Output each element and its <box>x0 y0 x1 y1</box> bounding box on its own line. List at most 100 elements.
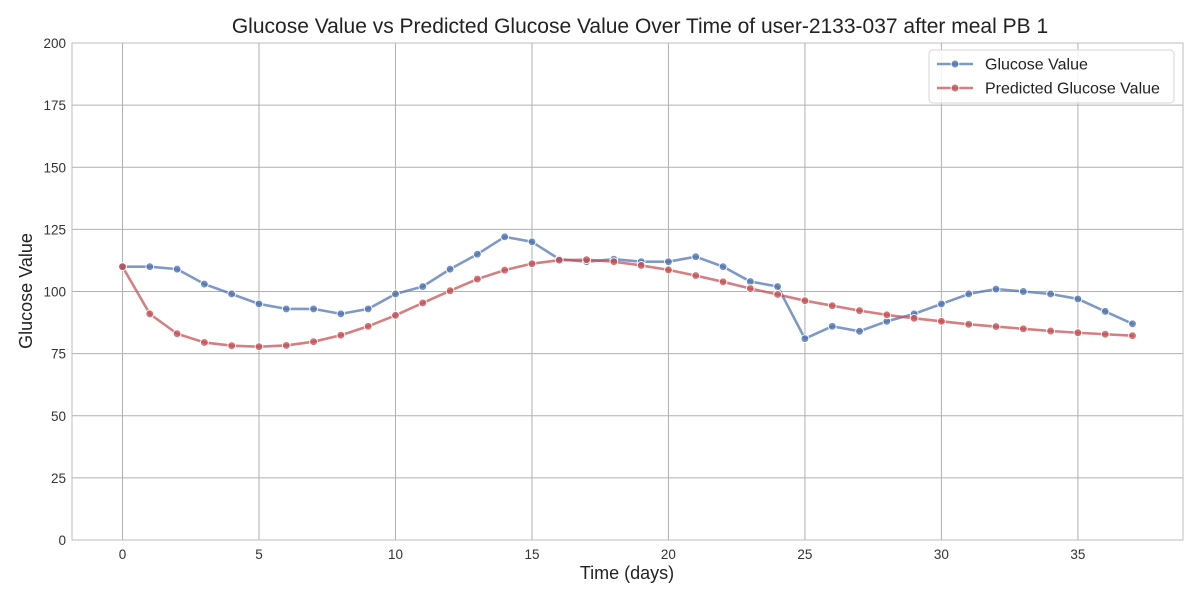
x-tick-labels: 0 5 10 15 20 25 30 35 <box>119 547 1086 562</box>
x-tick-label: 30 <box>934 547 949 562</box>
data-point <box>991 284 1001 294</box>
data-point <box>1100 307 1110 316</box>
data-point <box>145 309 155 319</box>
legend-label: Predicted Glucose Value <box>985 81 1160 98</box>
series-predicted-glucose-value <box>118 255 1137 352</box>
y-tick-label: 200 <box>43 36 66 51</box>
y-tick-label: 125 <box>43 222 66 237</box>
y-tick-label: 25 <box>51 471 66 486</box>
data-point <box>718 262 728 272</box>
data-point <box>172 329 182 339</box>
data-point <box>309 337 318 347</box>
series-line <box>121 258 1134 348</box>
legend-marker <box>950 59 960 69</box>
x-tick-label: 20 <box>661 547 676 562</box>
data-point <box>473 274 482 284</box>
data-point <box>1073 294 1083 304</box>
data-point <box>418 298 428 308</box>
data-point <box>172 264 182 274</box>
y-tick-label: 50 <box>51 409 66 424</box>
data-point <box>1046 289 1055 299</box>
y-tick-label: 175 <box>43 98 66 113</box>
data-point <box>609 257 619 267</box>
data-point <box>1100 329 1110 339</box>
data-point <box>391 311 400 320</box>
data-point <box>309 304 318 314</box>
data-point <box>937 299 946 309</box>
data-point <box>118 262 127 272</box>
data-point <box>445 264 455 274</box>
data-point <box>200 338 209 347</box>
data-point <box>500 265 510 275</box>
data-point <box>800 334 810 344</box>
data-point <box>391 289 400 299</box>
x-tick-label: 10 <box>388 547 403 562</box>
data-point <box>281 304 291 314</box>
data-point <box>473 249 482 259</box>
data-point <box>281 341 291 350</box>
data-point <box>254 342 264 352</box>
y-tick-label: 100 <box>43 285 66 300</box>
data-point <box>827 301 837 311</box>
data-point <box>336 309 346 319</box>
data-point <box>745 284 755 293</box>
data-point <box>363 304 373 314</box>
data-point <box>718 277 728 287</box>
data-point <box>636 261 646 270</box>
legend-box <box>928 49 1175 104</box>
data-point <box>991 322 1001 331</box>
x-tick-label: 15 <box>524 547 539 562</box>
legend: Glucose Value Predicted Glucose Value <box>928 49 1175 104</box>
data-point <box>418 282 428 291</box>
legend-label: Glucose Value <box>985 57 1088 74</box>
data-point <box>200 279 209 289</box>
data-point <box>664 257 673 267</box>
y-axis-label: Glucose Value <box>16 233 36 349</box>
legend-marker <box>950 83 960 93</box>
y-tick-labels: 0 25 50 75 100 125 150 175 200 <box>43 36 66 548</box>
data-point <box>1128 319 1137 329</box>
y-tick-label: 150 <box>43 160 66 175</box>
data-point <box>855 306 864 315</box>
data-point <box>254 299 264 309</box>
y-tick-label: 75 <box>51 347 66 362</box>
data-point <box>336 330 346 340</box>
data-point <box>691 271 701 280</box>
data-point <box>527 259 537 269</box>
data-point <box>1073 328 1083 338</box>
data-point <box>664 265 673 275</box>
data-point <box>1046 326 1055 336</box>
data-point <box>227 341 237 351</box>
x-axis-label: Time (days) <box>580 563 674 583</box>
data-point <box>145 262 155 272</box>
data-point <box>964 319 974 329</box>
series-line <box>121 235 1134 341</box>
data-point <box>1128 331 1137 341</box>
data-point <box>1018 324 1028 334</box>
data-point <box>855 326 864 336</box>
x-tick-label: 25 <box>797 547 812 562</box>
data-point <box>800 296 810 306</box>
data-point <box>445 286 455 296</box>
x-tick-label: 0 <box>119 547 127 562</box>
data-point <box>1018 287 1028 296</box>
data-point <box>227 289 237 299</box>
data-point <box>554 255 564 265</box>
data-point <box>527 237 537 247</box>
data-point <box>773 290 782 299</box>
data-point <box>363 321 373 331</box>
chart-title: Glucose Value vs Predicted Glucose Value… <box>232 15 1048 38</box>
plot-frame <box>71 42 1184 541</box>
data-point <box>909 313 919 323</box>
x-tick-label: 35 <box>1070 547 1085 562</box>
data-point <box>937 316 946 326</box>
data-point <box>964 289 974 299</box>
data-point <box>500 232 510 242</box>
data-point <box>773 282 782 291</box>
x-tick-label: 5 <box>255 547 263 562</box>
data-point <box>827 321 837 331</box>
y-tick-label: 0 <box>58 533 66 548</box>
data-point <box>882 310 892 320</box>
data-point <box>582 255 591 265</box>
